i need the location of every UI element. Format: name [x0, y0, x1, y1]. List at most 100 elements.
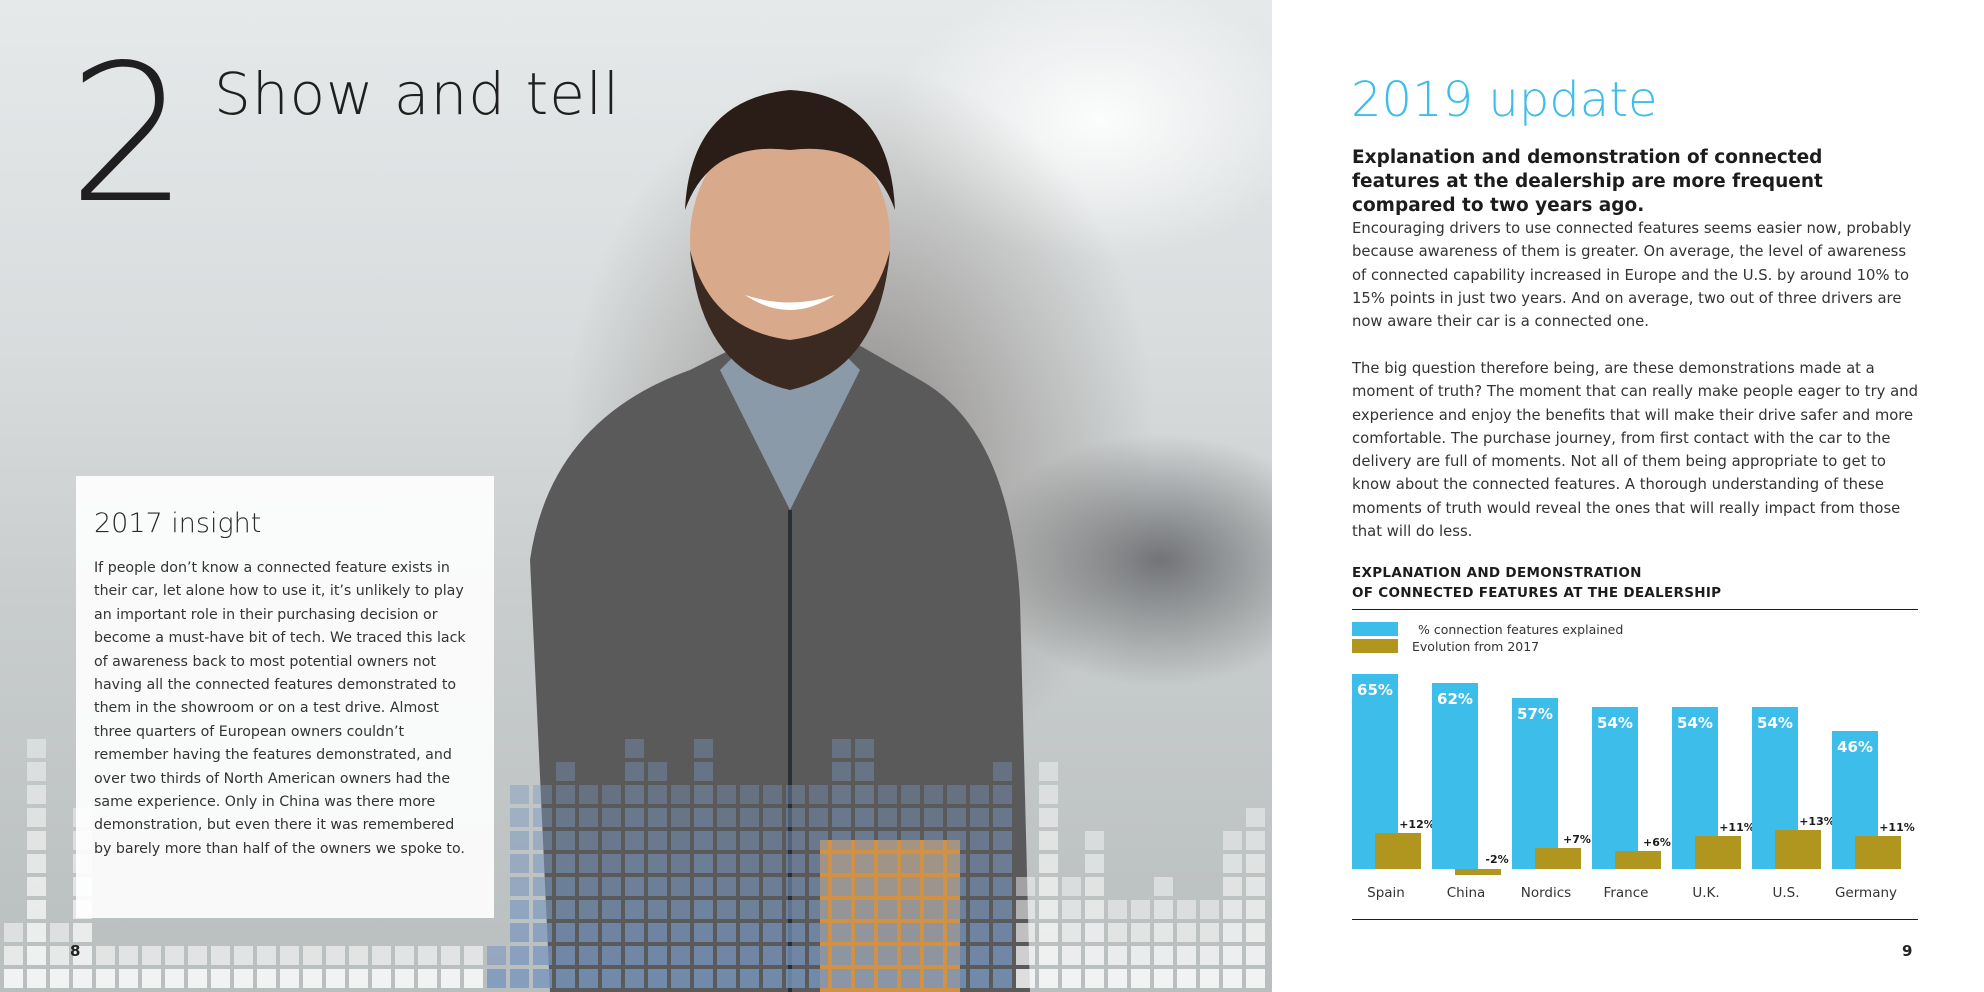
category-label-1: China [1447, 885, 1486, 901]
pixel-cell [579, 808, 598, 827]
pixel-cell [1016, 923, 1035, 942]
pixel-cell [1039, 877, 1058, 896]
pixel-cell [533, 969, 552, 988]
category-label-2: Nordics [1521, 885, 1571, 901]
bar-label-evolution-6: +11% [1879, 821, 1915, 834]
pixel-cell [1200, 900, 1219, 919]
pixel-cell [556, 854, 575, 873]
pixel-cell [119, 946, 138, 965]
pixel-cell [1223, 969, 1242, 988]
pixel-cell [602, 900, 621, 919]
pixel-cell [763, 900, 782, 919]
pixel-cell [924, 808, 943, 827]
body-paragraph-1: Encouraging drivers to use connected fea… [1352, 220, 1912, 331]
pixel-cell [832, 900, 851, 919]
pixel-cell [510, 877, 529, 896]
pixel-cell [1177, 946, 1196, 965]
pixel-cell [27, 762, 46, 781]
pixel-cell [50, 969, 69, 988]
pixel-cell [510, 854, 529, 873]
pixel-cell [740, 831, 759, 850]
pixel-cell [924, 877, 943, 896]
pixel-cell [832, 854, 851, 873]
bar-label-evolution-5: +13% [1799, 815, 1835, 828]
pixel-cell [763, 923, 782, 942]
bar-explained-2 [1512, 698, 1558, 869]
pixel-cell [602, 831, 621, 850]
pixel-cell [625, 808, 644, 827]
pixel-cell [763, 785, 782, 804]
pixel-cell [1177, 923, 1196, 942]
pixel-cell [27, 831, 46, 850]
pixel-cell [1085, 831, 1104, 850]
pixel-cell [1039, 900, 1058, 919]
pixel-cell [602, 808, 621, 827]
pixel-cell [602, 923, 621, 942]
pixel-cell [625, 969, 644, 988]
pixel-cell [947, 900, 966, 919]
pixel-cell [602, 969, 621, 988]
chart-bottom-rule [1352, 919, 1918, 920]
pixel-cell [1246, 969, 1265, 988]
pixel-cell [27, 900, 46, 919]
pixel-cell [556, 923, 575, 942]
pixel-cell [1246, 831, 1265, 850]
pixel-cell [1016, 877, 1035, 896]
pixel-cell [901, 831, 920, 850]
pixel-cell [878, 877, 897, 896]
pixel-cell [809, 900, 828, 919]
pixel-cell [993, 808, 1012, 827]
pixel-cell [510, 969, 529, 988]
bar-label-explained-1: 62% [1437, 690, 1473, 708]
pixel-cell [671, 923, 690, 942]
pixel-cell [372, 969, 391, 988]
pixel-cell [947, 946, 966, 965]
category-label-3: France [1604, 885, 1649, 901]
pixel-cell [602, 946, 621, 965]
pixel-cell [1223, 946, 1242, 965]
lead-paragraph: Explanation and demonstration of connect… [1352, 147, 1823, 216]
pixel-cell [579, 854, 598, 873]
pixel-cell [579, 785, 598, 804]
page-number-left: 8 [70, 942, 81, 960]
bar-label-explained-3: 54% [1597, 714, 1633, 732]
pixel-cell [73, 969, 92, 988]
pixel-cell [901, 900, 920, 919]
pixel-cell [1154, 946, 1173, 965]
pixel-cell [96, 946, 115, 965]
pixel-cell [924, 854, 943, 873]
pixel-cell [740, 785, 759, 804]
pixel-cell [625, 900, 644, 919]
pixel-cell [579, 946, 598, 965]
bar-label-explained-0: 65% [1357, 681, 1393, 699]
pixel-cell [878, 969, 897, 988]
pixel-cell [901, 877, 920, 896]
pixel-cell [1154, 900, 1173, 919]
bar-label-evolution-3: +6% [1643, 836, 1671, 849]
pixel-cell [809, 831, 828, 850]
bar-evolution-2 [1535, 848, 1581, 869]
pixel-cell [1200, 969, 1219, 988]
category-label-0: Spain [1367, 885, 1405, 901]
pixel-cell [1039, 969, 1058, 988]
pixel-cell [119, 969, 138, 988]
pixel-cell [625, 739, 644, 758]
pixel-cell [533, 900, 552, 919]
pixel-cell [1131, 946, 1150, 965]
pixel-cell [694, 900, 713, 919]
pixel-cell [740, 946, 759, 965]
pixel-cell [671, 900, 690, 919]
pixel-cell [947, 831, 966, 850]
pixel-cell [947, 854, 966, 873]
pixel-cell [671, 946, 690, 965]
pixel-cell [970, 877, 989, 896]
pixel-cell [717, 946, 736, 965]
pixel-cell [648, 762, 667, 781]
pixel-cell [924, 900, 943, 919]
pixel-cell [648, 900, 667, 919]
pixel-cell [556, 808, 575, 827]
insight-body: If people don’t know a connected feature… [94, 560, 466, 857]
pixel-cell [809, 785, 828, 804]
right-page: 2019 update Explanation and demonstratio… [1272, 0, 1984, 992]
pixel-cell [579, 831, 598, 850]
